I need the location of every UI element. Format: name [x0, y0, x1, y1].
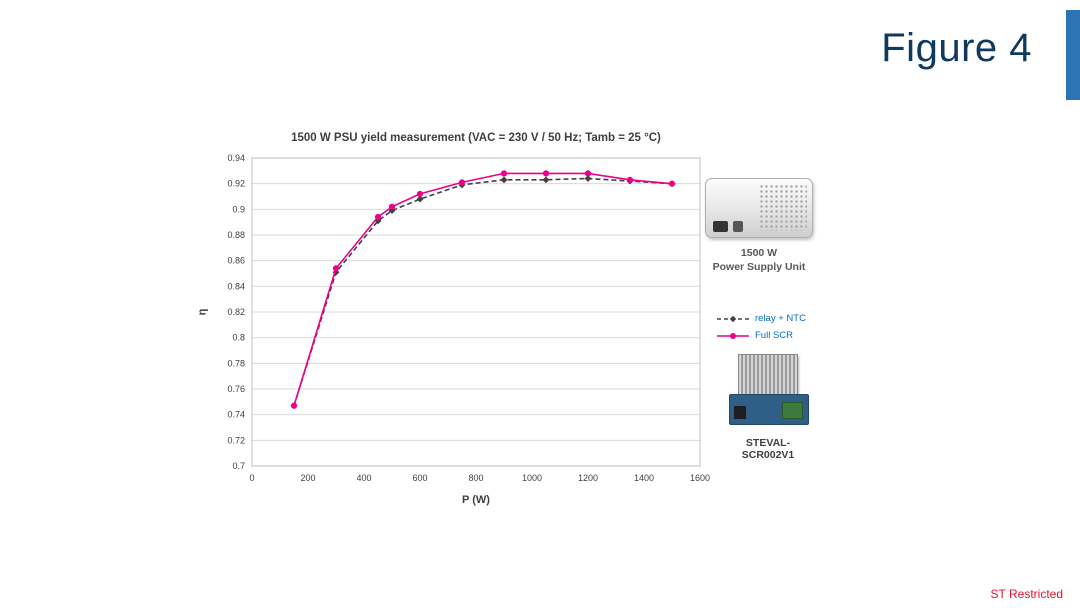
svg-text:0.78: 0.78	[227, 358, 245, 368]
board-terminal-block	[782, 402, 803, 419]
svg-text:0.8: 0.8	[232, 333, 245, 343]
x-axis-label: P (W)	[462, 494, 490, 506]
svg-text:0.86: 0.86	[227, 256, 245, 266]
chart-legend: relay + NTC Full SCR	[716, 313, 806, 341]
svg-text:0.7: 0.7	[232, 461, 245, 471]
svg-text:0.72: 0.72	[227, 435, 245, 445]
svg-text:1400: 1400	[634, 473, 654, 483]
svg-text:800: 800	[468, 473, 483, 483]
psu-image	[705, 178, 813, 238]
legend-line-sample	[717, 332, 749, 339]
chart-plot-area: 0.7 0.72 0.74 0.76 0.78 0.8 0.82 0.84 0.86 0.88 0.…	[227, 153, 710, 483]
legend-line-sample	[717, 315, 749, 322]
legend-label: Full SCR	[755, 330, 794, 341]
board-connector	[734, 406, 746, 419]
psu-vent-grille	[759, 184, 807, 231]
psu-switch	[733, 221, 743, 232]
svg-text:0.9: 0.9	[232, 204, 245, 214]
steval-board-image	[729, 354, 809, 430]
svg-text:400: 400	[356, 473, 371, 483]
svg-text:0: 0	[249, 473, 254, 483]
svg-text:0.92: 0.92	[227, 179, 245, 189]
svg-text:0.82: 0.82	[227, 307, 245, 317]
svg-text:1000: 1000	[522, 473, 542, 483]
svg-text:1600: 1600	[690, 473, 710, 483]
psu-connector	[713, 221, 728, 232]
svg-text:0.94: 0.94	[227, 153, 245, 163]
psu-caption: 1500 W Power Supply Unit	[702, 247, 816, 274]
y-axis-label: η	[196, 308, 209, 316]
svg-text:0.84: 0.84	[227, 281, 245, 291]
efficiency-chart: 1500 W PSU yield measurement (VAC = 230 …	[195, 128, 770, 518]
accent-bar	[1066, 10, 1080, 100]
psu-caption-line1: 1500 W	[740, 247, 778, 259]
svg-text:0.88: 0.88	[227, 230, 245, 240]
svg-text:1200: 1200	[578, 473, 598, 483]
svg-text:0.74: 0.74	[227, 410, 245, 420]
svg-text:600: 600	[412, 473, 427, 483]
legend-item: Full SCR	[716, 330, 806, 341]
board-caption: STEVAL-SCR002V1	[741, 437, 795, 461]
svg-text:200: 200	[300, 473, 315, 483]
svg-text:0.76: 0.76	[227, 384, 245, 394]
legend-item: relay + NTC	[716, 313, 806, 324]
figure-title: Figure 4	[881, 26, 1032, 70]
restricted-footer: ST Restricted	[990, 587, 1063, 601]
psu-caption-line2: Power Supply Unit	[712, 260, 806, 273]
chart-title: 1500 W PSU yield measurement (VAC = 230 …	[291, 132, 661, 144]
legend-label: relay + NTC	[755, 313, 806, 324]
psu-figure: 1500 W Power Supply Unit	[702, 178, 816, 274]
steval-board-figure: STEVAL-SCR002V1	[722, 354, 814, 461]
